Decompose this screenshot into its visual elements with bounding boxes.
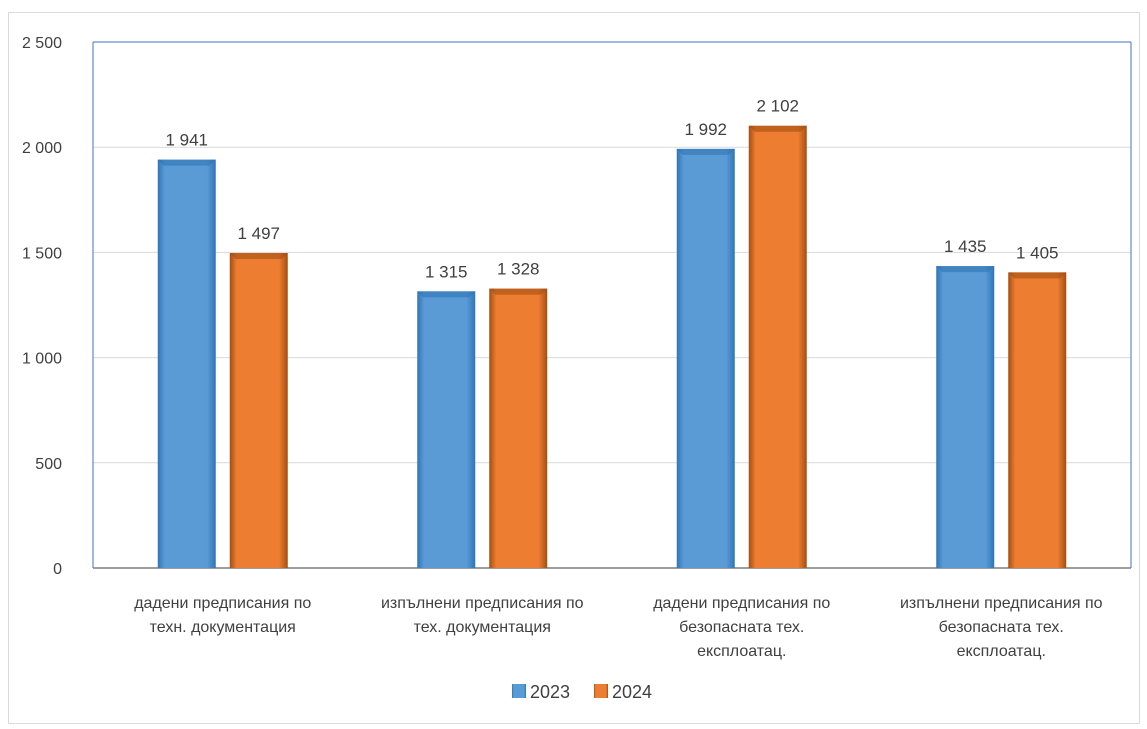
bar-bevel xyxy=(676,148,735,155)
bar-2024 xyxy=(748,125,807,568)
x-tick-label: безопасната тех. xyxy=(679,619,804,636)
bar-bevel xyxy=(157,159,216,166)
bar-2023 xyxy=(936,266,995,568)
bar-bevel xyxy=(748,125,807,132)
y-tick-label: 0 xyxy=(53,561,62,578)
bar-bevel xyxy=(229,253,288,260)
y-tick-label: 1 000 xyxy=(22,351,62,368)
bar-bevel xyxy=(1008,272,1067,279)
legend-swatch-2023 xyxy=(512,684,526,698)
data-label: 1 435 xyxy=(944,237,987,256)
x-tick-label: техн. документация xyxy=(150,619,296,636)
data-label: 1 315 xyxy=(425,262,468,281)
bar-2023 xyxy=(157,159,216,569)
data-label: 1 941 xyxy=(165,131,208,150)
bar-bevel xyxy=(936,266,995,273)
data-label: 1 497 xyxy=(237,224,280,243)
x-tick-label: експлоатац. xyxy=(697,643,786,660)
y-tick-label: 2 500 xyxy=(22,35,62,52)
data-label: 2 102 xyxy=(756,97,799,116)
x-tick-label: експлоатац. xyxy=(957,643,1046,660)
bar-bevel xyxy=(489,288,548,295)
legend-label: 2023 xyxy=(530,682,570,702)
y-tick-label: 2 000 xyxy=(22,140,62,157)
bar-bevel xyxy=(417,291,476,298)
legend-swatch-2024 xyxy=(594,684,608,698)
bar-2024 xyxy=(229,253,288,569)
data-label: 1 405 xyxy=(1016,243,1059,262)
bar-2023 xyxy=(676,148,735,569)
x-tick-label: изпълнени предписания по xyxy=(381,595,584,612)
bar-2023 xyxy=(417,291,476,568)
bar-2024 xyxy=(489,288,548,568)
y-tick-label: 500 xyxy=(35,456,62,473)
x-tick-label: безопасната тех. xyxy=(939,619,1064,636)
data-label: 1 992 xyxy=(684,120,727,139)
chart-frame xyxy=(8,12,1140,724)
x-tick-label: дадени предписания по xyxy=(653,595,830,612)
x-tick-label: тех. документация xyxy=(414,619,551,636)
bar-2024 xyxy=(1008,272,1067,568)
data-label: 1 328 xyxy=(497,260,540,279)
y-tick-label: 1 500 xyxy=(22,245,62,262)
legend-label: 2024 xyxy=(612,682,652,702)
x-tick-label: дадени предписания по xyxy=(134,595,311,612)
x-tick-label: изпълнени предписания по xyxy=(900,595,1103,612)
